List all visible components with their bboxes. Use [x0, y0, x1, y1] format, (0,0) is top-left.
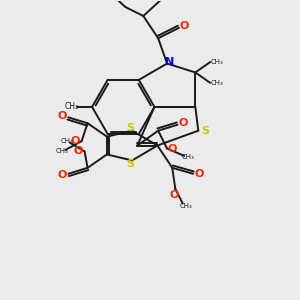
Text: CH₃: CH₃ [64, 102, 78, 111]
Text: CH₃: CH₃ [56, 148, 69, 154]
Text: O: O [74, 146, 83, 157]
Text: O: O [58, 170, 67, 180]
Text: CH₃: CH₃ [210, 80, 223, 86]
Text: O: O [168, 143, 177, 154]
Text: N: N [164, 57, 174, 67]
Text: O: O [180, 21, 189, 32]
Text: O: O [194, 169, 204, 179]
Text: O: O [178, 118, 188, 128]
Text: CH₃: CH₃ [60, 138, 73, 144]
Text: S: S [127, 123, 135, 133]
Text: S: S [127, 159, 135, 169]
Text: CH₃: CH₃ [182, 154, 194, 160]
Text: O: O [170, 190, 179, 200]
Text: CH₃: CH₃ [210, 59, 223, 65]
Text: O: O [58, 111, 67, 121]
Text: O: O [70, 136, 80, 146]
Text: S: S [201, 126, 209, 136]
Text: CH₃: CH₃ [179, 203, 192, 209]
